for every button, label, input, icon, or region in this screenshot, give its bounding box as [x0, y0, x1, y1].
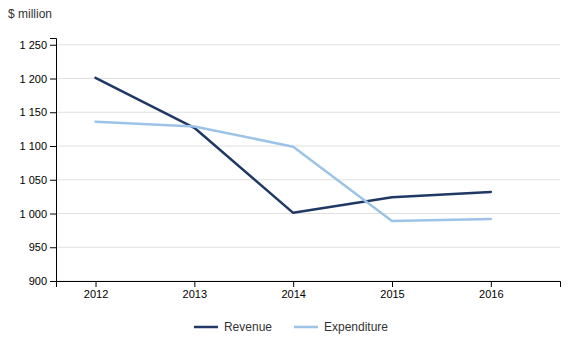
tick: 950	[29, 241, 56, 253]
legend: Revenue Expenditure	[194, 320, 388, 334]
tick-mark	[194, 281, 195, 287]
axis-line	[50, 39, 57, 282]
grid-line	[56, 78, 560, 79]
tick-mark	[392, 281, 393, 287]
tick-label: 2014	[281, 288, 305, 300]
lines	[96, 78, 491, 221]
tick: 2015	[380, 281, 404, 300]
tick: 900	[29, 275, 56, 287]
tick: 2013	[183, 281, 207, 300]
tick-label: 1 050	[19, 174, 47, 186]
tick-mark	[50, 247, 56, 248]
x-axis: 2012 2013 2014 2015 2016	[57, 281, 561, 300]
tick-label: 1 250	[19, 39, 47, 51]
line	[96, 122, 491, 221]
grid	[56, 45, 560, 281]
tick-mark	[491, 281, 492, 287]
grid-line	[56, 112, 560, 113]
tick: 1 200	[19, 73, 56, 85]
grid-line	[56, 213, 560, 214]
grid-line	[56, 44, 560, 45]
tick: 1 050	[19, 174, 56, 186]
tick-mark	[50, 146, 56, 147]
tick-mark	[50, 214, 56, 215]
tick: 1 000	[19, 208, 56, 220]
axis-title: $ million	[8, 7, 52, 21]
tick-label: 900	[29, 275, 47, 287]
chart: 2012 2013 2014 2015 2016 900 950 1 000 1 050 1 10…	[0, 0, 582, 343]
tick-label: 1 150	[19, 106, 47, 118]
tick-mark	[50, 180, 56, 181]
axis-line	[57, 282, 561, 288]
grid-line	[56, 179, 560, 180]
legend-label: Revenue	[224, 320, 272, 334]
tick-mark	[50, 45, 56, 46]
tick: 2012	[84, 281, 108, 300]
tick-mark	[50, 281, 56, 282]
legend-item: Expenditure	[294, 320, 388, 334]
tick-label: 1 100	[19, 140, 47, 152]
tick: 1 150	[19, 106, 56, 118]
tick-label: 950	[29, 241, 47, 253]
tick: 2016	[479, 281, 503, 300]
tick-label: 2015	[380, 288, 404, 300]
tick-label: 1 000	[19, 208, 47, 220]
tick-label: 2013	[183, 288, 207, 300]
tick-label: 1 200	[19, 73, 47, 85]
legend-swatch	[194, 326, 218, 329]
grid-line	[56, 146, 560, 147]
tick-mark	[50, 79, 56, 80]
tick-mark	[96, 281, 97, 287]
tick-mark	[50, 112, 56, 113]
tick: 1 250	[19, 39, 56, 51]
legend-item: Revenue	[194, 320, 272, 334]
legend-label: Expenditure	[324, 320, 388, 334]
tick-mark	[293, 281, 294, 287]
legend-swatch	[294, 326, 318, 329]
plot: 2012 2013 2014 2015 2016 900 950 1 000 1 050 1 10…	[19, 39, 560, 300]
tick-label: 2016	[479, 288, 503, 300]
tick: 1 100	[19, 140, 56, 152]
grid-line	[56, 247, 560, 248]
tick-label: 2012	[84, 288, 108, 300]
tick: 2014	[281, 281, 305, 300]
line	[96, 78, 491, 213]
y-axis: 900 950 1 000 1 050 1 100 1 150 1 200 1 250	[19, 39, 56, 288]
